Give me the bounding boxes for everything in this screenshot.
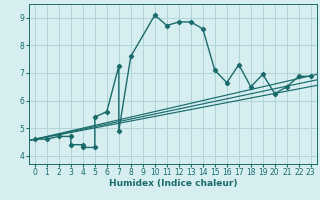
X-axis label: Humidex (Indice chaleur): Humidex (Indice chaleur) — [108, 179, 237, 188]
